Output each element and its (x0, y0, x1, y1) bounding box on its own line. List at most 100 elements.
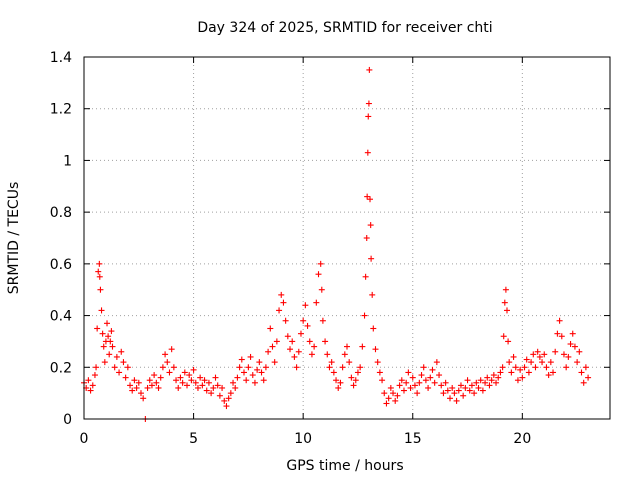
data-point (475, 384, 482, 391)
data-point (225, 395, 232, 402)
data-point (289, 338, 296, 345)
data-point (311, 343, 318, 350)
data-point (324, 351, 331, 358)
data-point (367, 222, 374, 229)
x-tick-label: 5 (189, 431, 198, 447)
data-point (339, 364, 346, 371)
data-point (376, 369, 383, 376)
y-tick-label: 1.4 (50, 50, 72, 66)
data-point (534, 348, 541, 355)
data-point (502, 286, 509, 293)
data-point (387, 384, 394, 391)
data-point (104, 320, 111, 327)
data-point (352, 377, 359, 384)
data-point (405, 369, 412, 376)
data-point (273, 338, 280, 345)
data-point (400, 387, 407, 394)
data-point (155, 384, 162, 391)
y-tick-label: 0.4 (50, 309, 72, 325)
data-point (297, 330, 304, 337)
data-point (385, 395, 392, 402)
data-point (249, 372, 256, 379)
data-point (146, 377, 153, 384)
data-point (197, 374, 204, 381)
data-point (574, 359, 581, 366)
data-point (585, 374, 592, 381)
data-point (528, 359, 535, 366)
data-point (374, 359, 381, 366)
data-point (166, 369, 173, 376)
data-point (129, 387, 136, 394)
data-point (319, 317, 326, 324)
data-point (479, 387, 486, 394)
data-point (245, 364, 252, 371)
data-point (571, 343, 578, 350)
data-point (493, 379, 500, 386)
data-point (109, 343, 116, 350)
data-point (425, 384, 432, 391)
data-point (490, 372, 497, 379)
data-point (523, 356, 530, 363)
data-point (495, 374, 502, 381)
x-axis-label: GPS time / hours (286, 458, 403, 474)
data-point (530, 351, 537, 358)
data-point (420, 364, 427, 371)
data-point (396, 382, 403, 389)
data-point (210, 384, 217, 391)
data-point (97, 286, 104, 293)
data-point (322, 338, 329, 345)
data-point (451, 390, 458, 397)
y-axis-label: SRMTID / TECUs (6, 182, 22, 295)
data-point (326, 364, 333, 371)
data-point (96, 273, 103, 280)
data-point (219, 384, 226, 391)
data-point (94, 325, 101, 332)
data-point (368, 255, 375, 262)
data-point (291, 353, 298, 360)
data-point (282, 317, 289, 324)
data-point (444, 387, 451, 394)
data-point (124, 364, 131, 371)
data-point (140, 395, 147, 402)
data-point (258, 369, 265, 376)
data-point (265, 348, 272, 355)
data-point (370, 325, 377, 332)
data-point (363, 235, 370, 241)
data-point (284, 333, 291, 340)
data-point (429, 366, 436, 373)
data-point (99, 330, 106, 337)
data-point (212, 374, 219, 381)
data-point (486, 382, 493, 389)
data-point (100, 343, 107, 350)
data-point (514, 377, 521, 384)
data-point (578, 369, 585, 376)
data-point (576, 348, 583, 355)
data-point (422, 377, 429, 384)
data-point (194, 384, 201, 391)
data-point (131, 377, 138, 384)
data-point (394, 392, 401, 399)
data-point (113, 353, 120, 360)
data-point (91, 372, 98, 379)
data-point (519, 374, 526, 381)
data-point (466, 387, 473, 394)
data-point (354, 369, 361, 376)
data-point (460, 392, 467, 399)
data-point (411, 382, 418, 389)
data-point (238, 356, 245, 363)
data-point (510, 353, 517, 360)
data-point (550, 369, 557, 376)
data-point (111, 364, 118, 371)
x-tick-label: 0 (80, 431, 89, 447)
data-point (414, 390, 421, 397)
data-point (563, 364, 570, 371)
data-point (186, 372, 193, 379)
data-point (177, 374, 184, 381)
y-tick-label: 0.2 (50, 360, 72, 376)
data-point (457, 382, 464, 389)
data-point (101, 359, 108, 366)
data-point (162, 351, 169, 358)
y-tick-label: 1.2 (50, 102, 72, 118)
data-point (539, 359, 546, 366)
